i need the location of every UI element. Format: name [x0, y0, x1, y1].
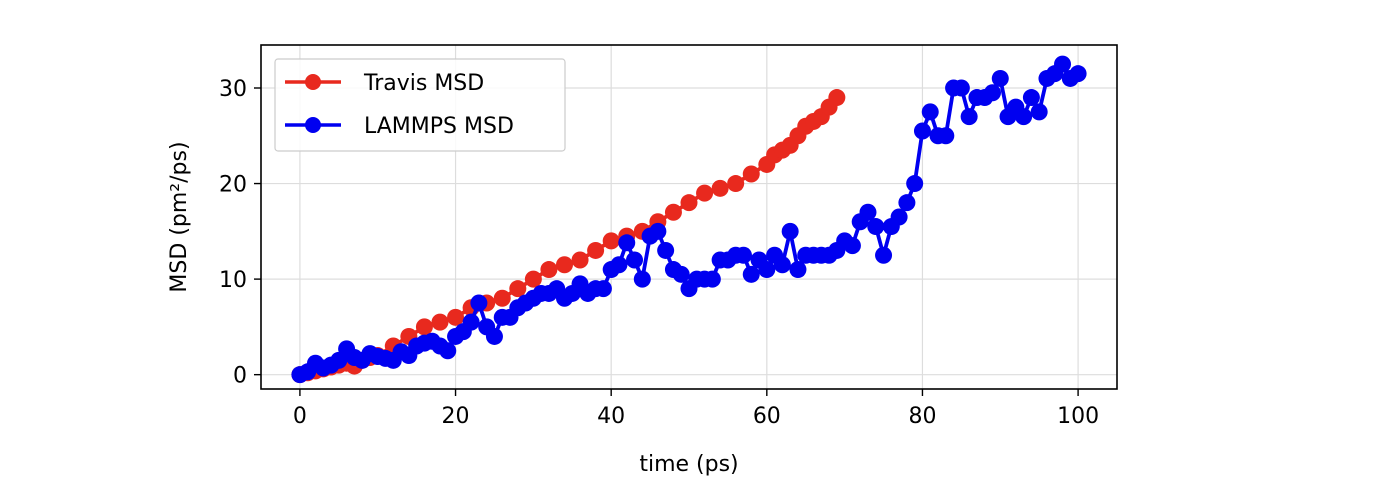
data-point-travis-msd — [431, 313, 449, 331]
data-point-lammps-msd — [462, 313, 480, 331]
data-point-travis-msd — [415, 318, 433, 336]
data-point-lammps-msd — [1054, 55, 1072, 73]
y-tick-label: 20 — [219, 173, 247, 198]
y-axis-label: MSD (pm²/ps) — [167, 141, 192, 292]
data-point-travis-msd — [828, 89, 846, 107]
data-point-lammps-msd — [898, 194, 916, 212]
x-tick-label: 100 — [1057, 404, 1099, 429]
data-point-travis-msd — [571, 251, 589, 269]
data-point-lammps-msd — [921, 103, 939, 121]
data-point-lammps-msd — [937, 127, 955, 145]
data-point-lammps-msd — [781, 222, 799, 240]
data-point-lammps-msd — [952, 79, 970, 97]
data-point-lammps-msd — [649, 222, 667, 240]
data-point-lammps-msd — [983, 84, 1001, 102]
data-series — [291, 55, 1087, 384]
x-tick-label: 0 — [293, 404, 307, 429]
plot-area-frame — [260, 44, 1118, 390]
x-tick-label: 20 — [442, 404, 470, 429]
grid-lines — [261, 45, 1117, 389]
x-tick-label: 80 — [908, 404, 936, 429]
data-point-lammps-msd — [470, 294, 488, 312]
data-point-travis-msd — [493, 289, 511, 307]
data-point-travis-msd — [587, 241, 605, 259]
legend-label-travis: Travis MSD — [363, 71, 484, 96]
data-point-lammps-msd — [1069, 65, 1087, 83]
data-point-lammps-msd — [991, 69, 1009, 87]
y-tick-label: 0 — [233, 364, 247, 389]
data-point-lammps-msd — [789, 261, 807, 279]
data-point-lammps-msd — [633, 270, 651, 288]
data-point-lammps-msd — [875, 246, 893, 264]
data-point-travis-msd — [540, 261, 558, 279]
y-axis-ticks: 0 10 20 30 — [219, 77, 261, 389]
data-point-travis-msd — [742, 165, 760, 183]
data-point-lammps-msd — [703, 270, 721, 288]
data-point-travis-msd — [727, 175, 745, 193]
data-point-lammps-msd — [439, 342, 457, 360]
data-point-lammps-msd — [773, 256, 791, 274]
data-point-lammps-msd — [618, 234, 636, 252]
data-point-lammps-msd — [594, 280, 612, 298]
data-point-lammps-msd — [913, 122, 931, 140]
data-point-lammps-msd — [843, 237, 861, 255]
data-point-lammps-msd — [1030, 103, 1048, 121]
data-point-travis-msd — [664, 203, 682, 221]
x-tick-label: 60 — [753, 404, 781, 429]
data-point-lammps-msd — [734, 246, 752, 264]
x-axis-ticks: 0 20 40 60 80 100 — [293, 389, 1099, 429]
data-point-travis-msd — [711, 179, 729, 197]
data-point-lammps-msd — [657, 241, 675, 259]
data-point-lammps-msd — [1022, 89, 1040, 107]
data-point-lammps-msd — [1015, 108, 1033, 126]
data-point-lammps-msd — [960, 108, 978, 126]
data-point-lammps-msd — [859, 203, 877, 221]
data-point-lammps-msd — [867, 218, 885, 236]
data-point-lammps-msd — [610, 256, 628, 274]
legend: Travis MSD LAMMPS MSD — [274, 58, 566, 152]
data-point-travis-msd — [509, 280, 527, 298]
x-tick-label: 40 — [597, 404, 625, 429]
data-point-travis-msd — [524, 270, 542, 288]
y-tick-label: 10 — [219, 268, 247, 293]
data-point-travis-msd — [447, 308, 465, 326]
data-point-travis-msd — [602, 232, 620, 250]
data-point-travis-msd — [555, 256, 573, 274]
data-point-lammps-msd — [758, 261, 776, 279]
legend-marker-travis — [305, 74, 321, 90]
legend-marker-lammps — [305, 117, 321, 133]
y-tick-label: 30 — [219, 77, 247, 102]
legend-box — [274, 58, 566, 152]
data-point-travis-msd — [680, 194, 698, 212]
data-point-lammps-msd — [672, 265, 690, 283]
data-point-lammps-msd — [890, 208, 908, 226]
data-point-lammps-msd — [485, 327, 503, 345]
x-axis-label: time (ps) — [639, 452, 738, 477]
data-point-lammps-msd — [742, 265, 760, 283]
data-point-travis-msd — [696, 184, 714, 202]
data-point-lammps-msd — [906, 175, 924, 193]
legend-label-lammps: LAMMPS MSD — [364, 114, 514, 139]
data-point-lammps-msd — [626, 251, 644, 269]
